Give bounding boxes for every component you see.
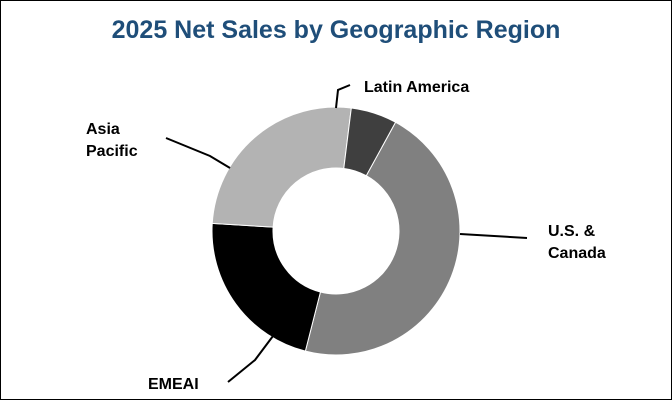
slice-label-emeai: EMEAI bbox=[148, 376, 199, 393]
leader-line-latin-america bbox=[335, 84, 351, 109]
leader-line-asia-pacific bbox=[165, 137, 231, 169]
slice-label-asia-pacific: Asia Pacific bbox=[86, 121, 138, 160]
slice-u-s-canada bbox=[304, 121, 461, 356]
slice-emeai bbox=[211, 222, 322, 352]
slice-label-u-s-canada: U.S. & Canada bbox=[548, 223, 606, 262]
chart-title: 2025 Net Sales by Geographic Region bbox=[111, 16, 561, 44]
slice-asia-pacific bbox=[211, 106, 352, 228]
slice-latin-america bbox=[343, 107, 397, 177]
slice-label-latin-america: Latin America bbox=[364, 79, 469, 96]
leader-line-emeai bbox=[227, 335, 274, 383]
leader-line-u-s-canada bbox=[459, 233, 528, 239]
